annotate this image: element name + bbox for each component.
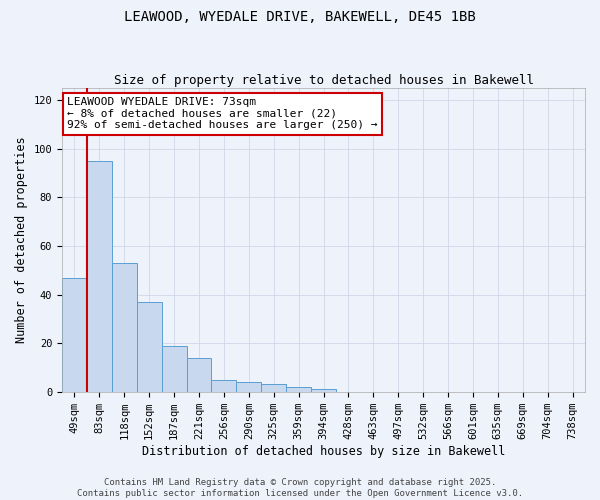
Y-axis label: Number of detached properties: Number of detached properties bbox=[15, 136, 28, 344]
Bar bbox=[311, 390, 336, 392]
Text: Contains HM Land Registry data © Crown copyright and database right 2025.
Contai: Contains HM Land Registry data © Crown c… bbox=[77, 478, 523, 498]
Bar bbox=[87, 161, 112, 392]
X-axis label: Distribution of detached houses by size in Bakewell: Distribution of detached houses by size … bbox=[142, 444, 505, 458]
Bar bbox=[137, 302, 161, 392]
Bar bbox=[236, 382, 261, 392]
Bar bbox=[286, 387, 311, 392]
Bar bbox=[187, 358, 211, 392]
Bar bbox=[161, 346, 187, 392]
Bar bbox=[211, 380, 236, 392]
Bar bbox=[112, 263, 137, 392]
Bar bbox=[261, 384, 286, 392]
Text: LEAWOOD WYEDALE DRIVE: 73sqm
← 8% of detached houses are smaller (22)
92% of sem: LEAWOOD WYEDALE DRIVE: 73sqm ← 8% of det… bbox=[67, 98, 378, 130]
Title: Size of property relative to detached houses in Bakewell: Size of property relative to detached ho… bbox=[113, 74, 533, 87]
Bar bbox=[62, 278, 87, 392]
Text: LEAWOOD, WYEDALE DRIVE, BAKEWELL, DE45 1BB: LEAWOOD, WYEDALE DRIVE, BAKEWELL, DE45 1… bbox=[124, 10, 476, 24]
